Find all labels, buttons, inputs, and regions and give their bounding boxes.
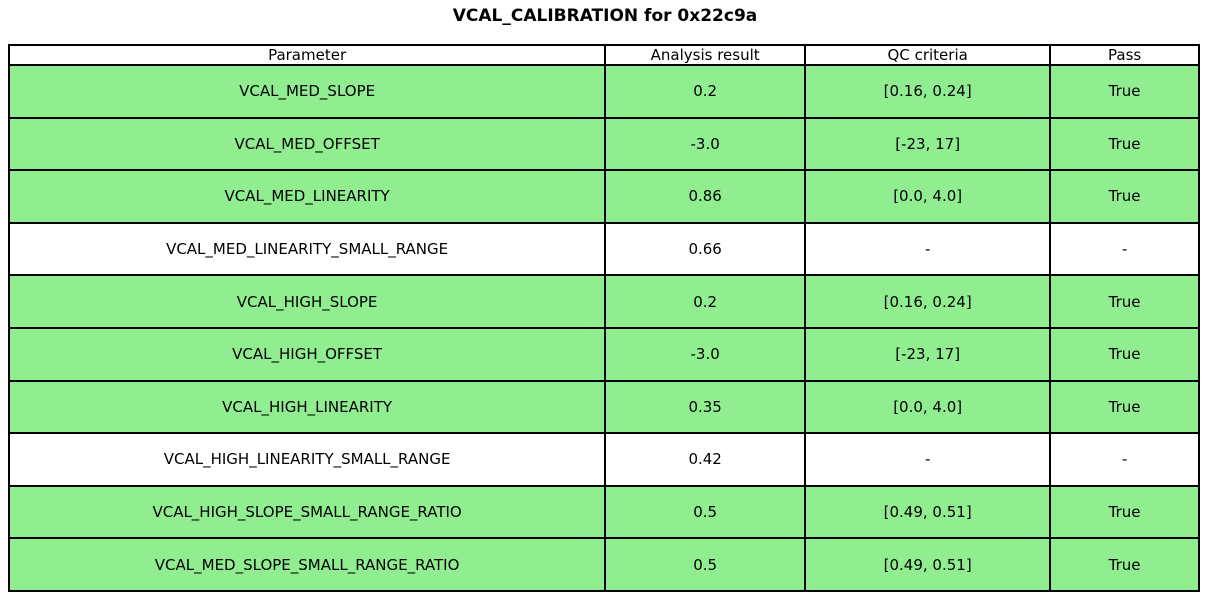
cell-qc-criteria: [0.16, 0.24] — [804, 274, 1052, 329]
cell-analysis-result: 0.2 — [604, 274, 807, 329]
table-row: VCAL_HIGH_LINEARITY_SMALL_RANGE 0.42- - — [7, 432, 1200, 487]
cell-analysis-result: 0.66 — [604, 221, 807, 277]
table-row: VCAL_HIGH_OFFSET -3.0 [-23, 17] True — [7, 326, 1200, 382]
table-row: VCAL_MED_OFFSET -3.0 [-23, 17] True — [7, 116, 1200, 172]
cell-pass: - — [1049, 432, 1200, 487]
column-header-qc-criteria: QC criteria — [804, 44, 1052, 66]
cell-parameter: VCAL_HIGH_OFFSET — [7, 326, 607, 382]
cell-analysis-result: 0.5 — [604, 484, 807, 540]
cell-pass: True — [1049, 64, 1200, 119]
qc-table: Parameter Analysis result QC criteria Pass … — [7, 44, 1200, 592]
cell-parameter: VCAL_MED_LINEARITY — [7, 169, 607, 224]
cell-parameter: VCAL_HIGH_SLOPE_SMALL_RANGE_RATIO — [7, 484, 607, 540]
cell-analysis-result: 0.2 — [604, 64, 807, 119]
cell-qc-criteria: [0.49, 0.51] — [804, 537, 1052, 592]
cell-parameter: VCAL_MED_SLOPE_SMALL_RANGE_RATIO — [7, 537, 607, 592]
table-row: VCAL_MED_SLOPE_SMALL_RANGE_RATIO 0.5 [0.49… — [7, 537, 1200, 592]
cell-pass: True — [1049, 169, 1200, 224]
cell-qc-criteria: [-23, 17] — [804, 116, 1052, 172]
cell-parameter: VCAL_HIGH_LINEARITY_SMALL_RANGE — [7, 432, 607, 487]
table-row: VCAL_HIGH_SLOPE 0.2 [0.16, 0.24] True — [7, 274, 1200, 329]
cell-parameter: VCAL_MED_SLOPE — [7, 64, 607, 119]
column-header-parameter: Parameter — [7, 44, 607, 66]
cell-pass: True — [1049, 116, 1200, 172]
header-row: Parameter Analysis result QC criteria Pass — [7, 44, 1200, 66]
cell-pass: - — [1049, 221, 1200, 277]
table-body: VCAL_MED_SLOPE 0.2 [0.16, 0.24] True VCAL_ME… — [7, 64, 1200, 592]
cell-qc-criteria: [0.0, 4.0] — [804, 379, 1052, 435]
cell-pass: True — [1049, 484, 1200, 540]
figure-title: VCAL_CALIBRATION for 0x22c9a — [452, 6, 758, 26]
cell-parameter: VCAL_HIGH_SLOPE — [7, 274, 607, 329]
cell-parameter: VCAL_HIGH_LINEARITY — [7, 379, 607, 435]
column-header-pass: Pass — [1049, 44, 1200, 66]
cell-pass: True — [1049, 326, 1200, 382]
cell-parameter: VCAL_MED_LINEARITY_SMALL_RANGE — [7, 221, 607, 277]
cell-qc-criteria: [0.49, 0.51] — [804, 484, 1052, 540]
cell-pass: True — [1049, 537, 1200, 592]
table-row: VCAL_HIGH_LINEARITY 0.35 [0.0, 4.0] True — [7, 379, 1200, 435]
cell-analysis-result: -3.0 — [604, 326, 807, 382]
cell-pass: True — [1049, 379, 1200, 435]
table-row: VCAL_MED_SLOPE 0.2 [0.16, 0.24] True — [7, 64, 1200, 119]
cell-parameter: VCAL_MED_OFFSET — [7, 116, 607, 172]
cell-qc-criteria: - — [804, 432, 1052, 487]
table-row: VCAL_HIGH_SLOPE_SMALL_RANGE_RATIO 0.5 [0.4… — [7, 484, 1200, 540]
cell-qc-criteria: [-23, 17] — [804, 326, 1052, 382]
column-header-analysis-result: Analysis result — [604, 44, 807, 66]
cell-analysis-result: 0.42 — [604, 432, 807, 487]
cell-analysis-result: 0.5 — [604, 537, 807, 592]
table-row: VCAL_MED_LINEARITY_SMALL_RANGE 0.66- - — [7, 221, 1200, 277]
cell-qc-criteria: [0.0, 4.0] — [804, 169, 1052, 224]
cell-analysis-result: -3.0 — [604, 116, 807, 172]
cell-pass: True — [1049, 274, 1200, 329]
table-row: VCAL_MED_LINEARITY 0.86 [0.0, 4.0] True — [7, 169, 1200, 224]
cell-analysis-result: 0.35 — [604, 379, 807, 435]
cell-qc-criteria: [0.16, 0.24] — [804, 64, 1052, 119]
cell-analysis-result: 0.86 — [604, 169, 807, 224]
cell-qc-criteria: - — [804, 221, 1052, 277]
